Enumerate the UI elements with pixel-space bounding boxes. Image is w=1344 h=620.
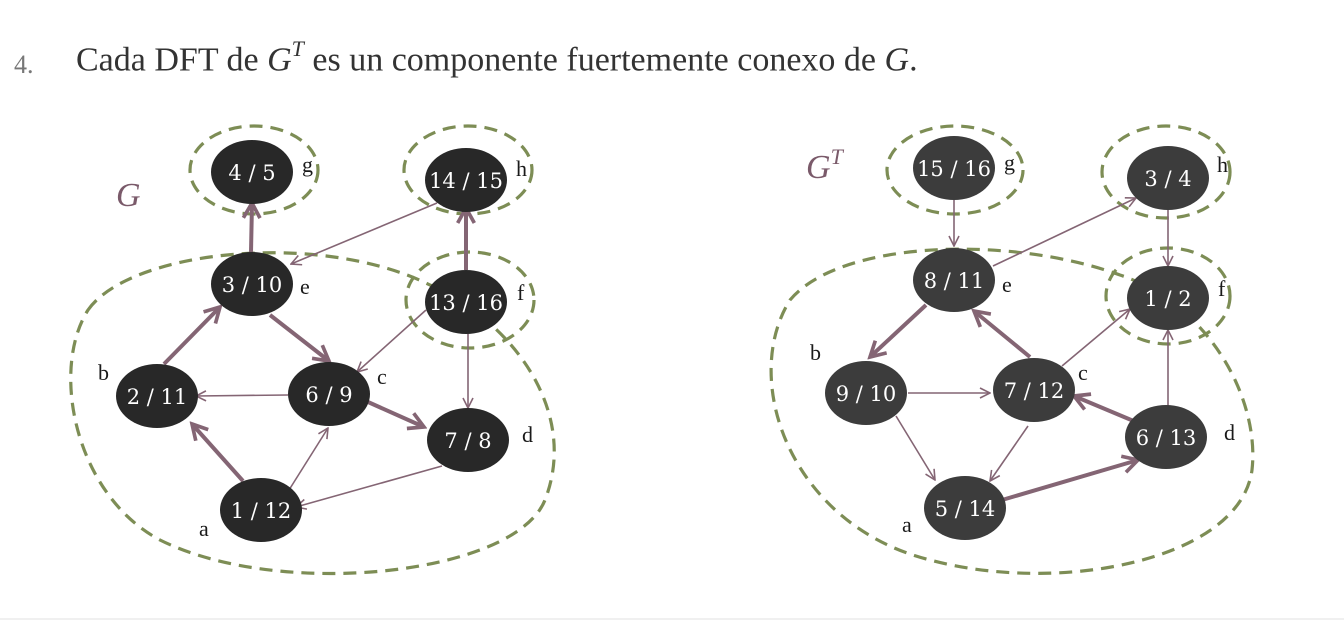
- heading-math-t: T: [291, 36, 304, 61]
- letter-g-c: c: [377, 364, 387, 389]
- letter-gt-c: c: [1078, 360, 1088, 385]
- node-g-b: 2 / 11: [116, 364, 198, 428]
- svg-text:6 / 13: 6 / 13: [1136, 426, 1197, 450]
- letter-g-g: g: [302, 152, 313, 177]
- letter-g-h: h: [516, 156, 527, 181]
- heading-text: Cada DFT de GT es un componente fuerteme…: [76, 36, 918, 79]
- edge-g-e-g: [251, 203, 252, 253]
- graph-g: G: [69, 124, 556, 576]
- letter-gt-f: f: [1218, 276, 1226, 301]
- node-gt-f: 1 / 2: [1127, 266, 1209, 330]
- svg-text:8 / 11: 8 / 11: [924, 269, 985, 293]
- svg-text:14 / 15: 14 / 15: [429, 169, 503, 193]
- edge-gt-e-b: [870, 303, 928, 357]
- node-gt-h: 3 / 4: [1127, 146, 1209, 210]
- node-gt-e: 8 / 11: [913, 248, 995, 312]
- svg-text:9 / 10: 9 / 10: [836, 382, 897, 406]
- cluster-g-f: [404, 250, 536, 350]
- edge-g-f-c: [357, 309, 427, 372]
- node-gt-a: 5 / 14: [924, 476, 1006, 540]
- node-gt-d: 6 / 13: [1125, 405, 1207, 469]
- svg-text:5 / 14: 5 / 14: [935, 497, 996, 521]
- svg-text:3 / 10: 3 / 10: [222, 273, 283, 297]
- node-gt-g: 15 / 16: [913, 136, 995, 200]
- edge-gt-e-h: [992, 198, 1136, 267]
- edge-g-h-e: [291, 202, 438, 264]
- node-g-d: 7 / 8: [427, 408, 509, 472]
- svg-text:4 / 5: 4 / 5: [228, 161, 275, 185]
- node-g-c: 6 / 9: [288, 362, 370, 426]
- letter-gt-h: h: [1217, 152, 1228, 177]
- letter-g-f: f: [517, 280, 525, 305]
- node-g-f: 13 / 16: [425, 270, 507, 334]
- edge-g-a-c: [288, 428, 328, 491]
- letter-gt-g: g: [1004, 150, 1015, 175]
- letter-g-e: e: [300, 274, 310, 299]
- svg-text:3 / 4: 3 / 4: [1144, 167, 1191, 191]
- letter-g-d: d: [522, 422, 533, 447]
- bottom-rule: [0, 618, 1344, 620]
- svg-text:1 / 12: 1 / 12: [231, 499, 292, 523]
- heading-text-middle: es un componente fuertemente conexo de: [303, 41, 885, 79]
- graph-gt: GT: [769, 124, 1255, 575]
- edge-gt-c-a: [990, 425, 1029, 481]
- svg-text:1 / 2: 1 / 2: [1144, 287, 1191, 311]
- letter-g-b: b: [98, 360, 109, 385]
- edge-g-b-e: [162, 307, 220, 366]
- node-g-g: 4 / 5: [211, 140, 293, 204]
- edge-gt-d-c: [1074, 396, 1137, 424]
- heading-math-g: G: [267, 41, 292, 79]
- heading-text-before: Cada DFT de: [76, 41, 268, 79]
- svg-text:15 / 16: 15 / 16: [917, 157, 991, 181]
- cluster-g-main: [69, 251, 556, 576]
- cluster-gt-g: [885, 124, 1025, 216]
- edge-gt-c-f: [1061, 309, 1130, 367]
- cluster-gt-main: [769, 247, 1255, 575]
- node-g-e: 3 / 10: [211, 252, 293, 316]
- graph-g-title: G: [116, 177, 141, 214]
- node-gt-c: 7 / 12: [993, 358, 1075, 422]
- letter-gt-d: d: [1224, 420, 1235, 445]
- node-gt-b: 9 / 10: [825, 361, 907, 425]
- edge-g-c-d: [367, 400, 424, 427]
- svg-text:7 / 12: 7 / 12: [1004, 379, 1065, 403]
- edge-gt-a-d: [1001, 460, 1138, 502]
- svg-text:2 / 11: 2 / 11: [127, 385, 188, 409]
- edge-g-c-b: [196, 395, 289, 396]
- node-g-a: 1 / 12: [220, 478, 302, 542]
- letter-gt-b: b: [810, 340, 821, 365]
- svg-text:6 / 9: 6 / 9: [305, 383, 352, 407]
- letter-g-a: a: [199, 516, 209, 541]
- svg-text:13 / 16: 13 / 16: [429, 291, 503, 315]
- edge-g-d-a: [296, 465, 443, 507]
- edge-gt-c-e: [974, 311, 1032, 359]
- letter-gt-a: a: [902, 512, 912, 537]
- node-g-h: 14 / 15: [425, 148, 507, 212]
- edge-gt-b-a: [895, 415, 935, 480]
- heading-math-g2: G: [884, 41, 910, 79]
- heading-text-end: .: [909, 41, 918, 79]
- svg-text:7 / 8: 7 / 8: [444, 429, 491, 453]
- graph-gt-title: GT: [806, 144, 845, 186]
- item-number: 4.: [14, 50, 34, 79]
- cluster-gt-h: [1100, 124, 1232, 220]
- edge-g-a-b: [192, 424, 245, 483]
- edge-g-e-c: [268, 313, 329, 361]
- letter-gt-e: e: [1002, 272, 1012, 297]
